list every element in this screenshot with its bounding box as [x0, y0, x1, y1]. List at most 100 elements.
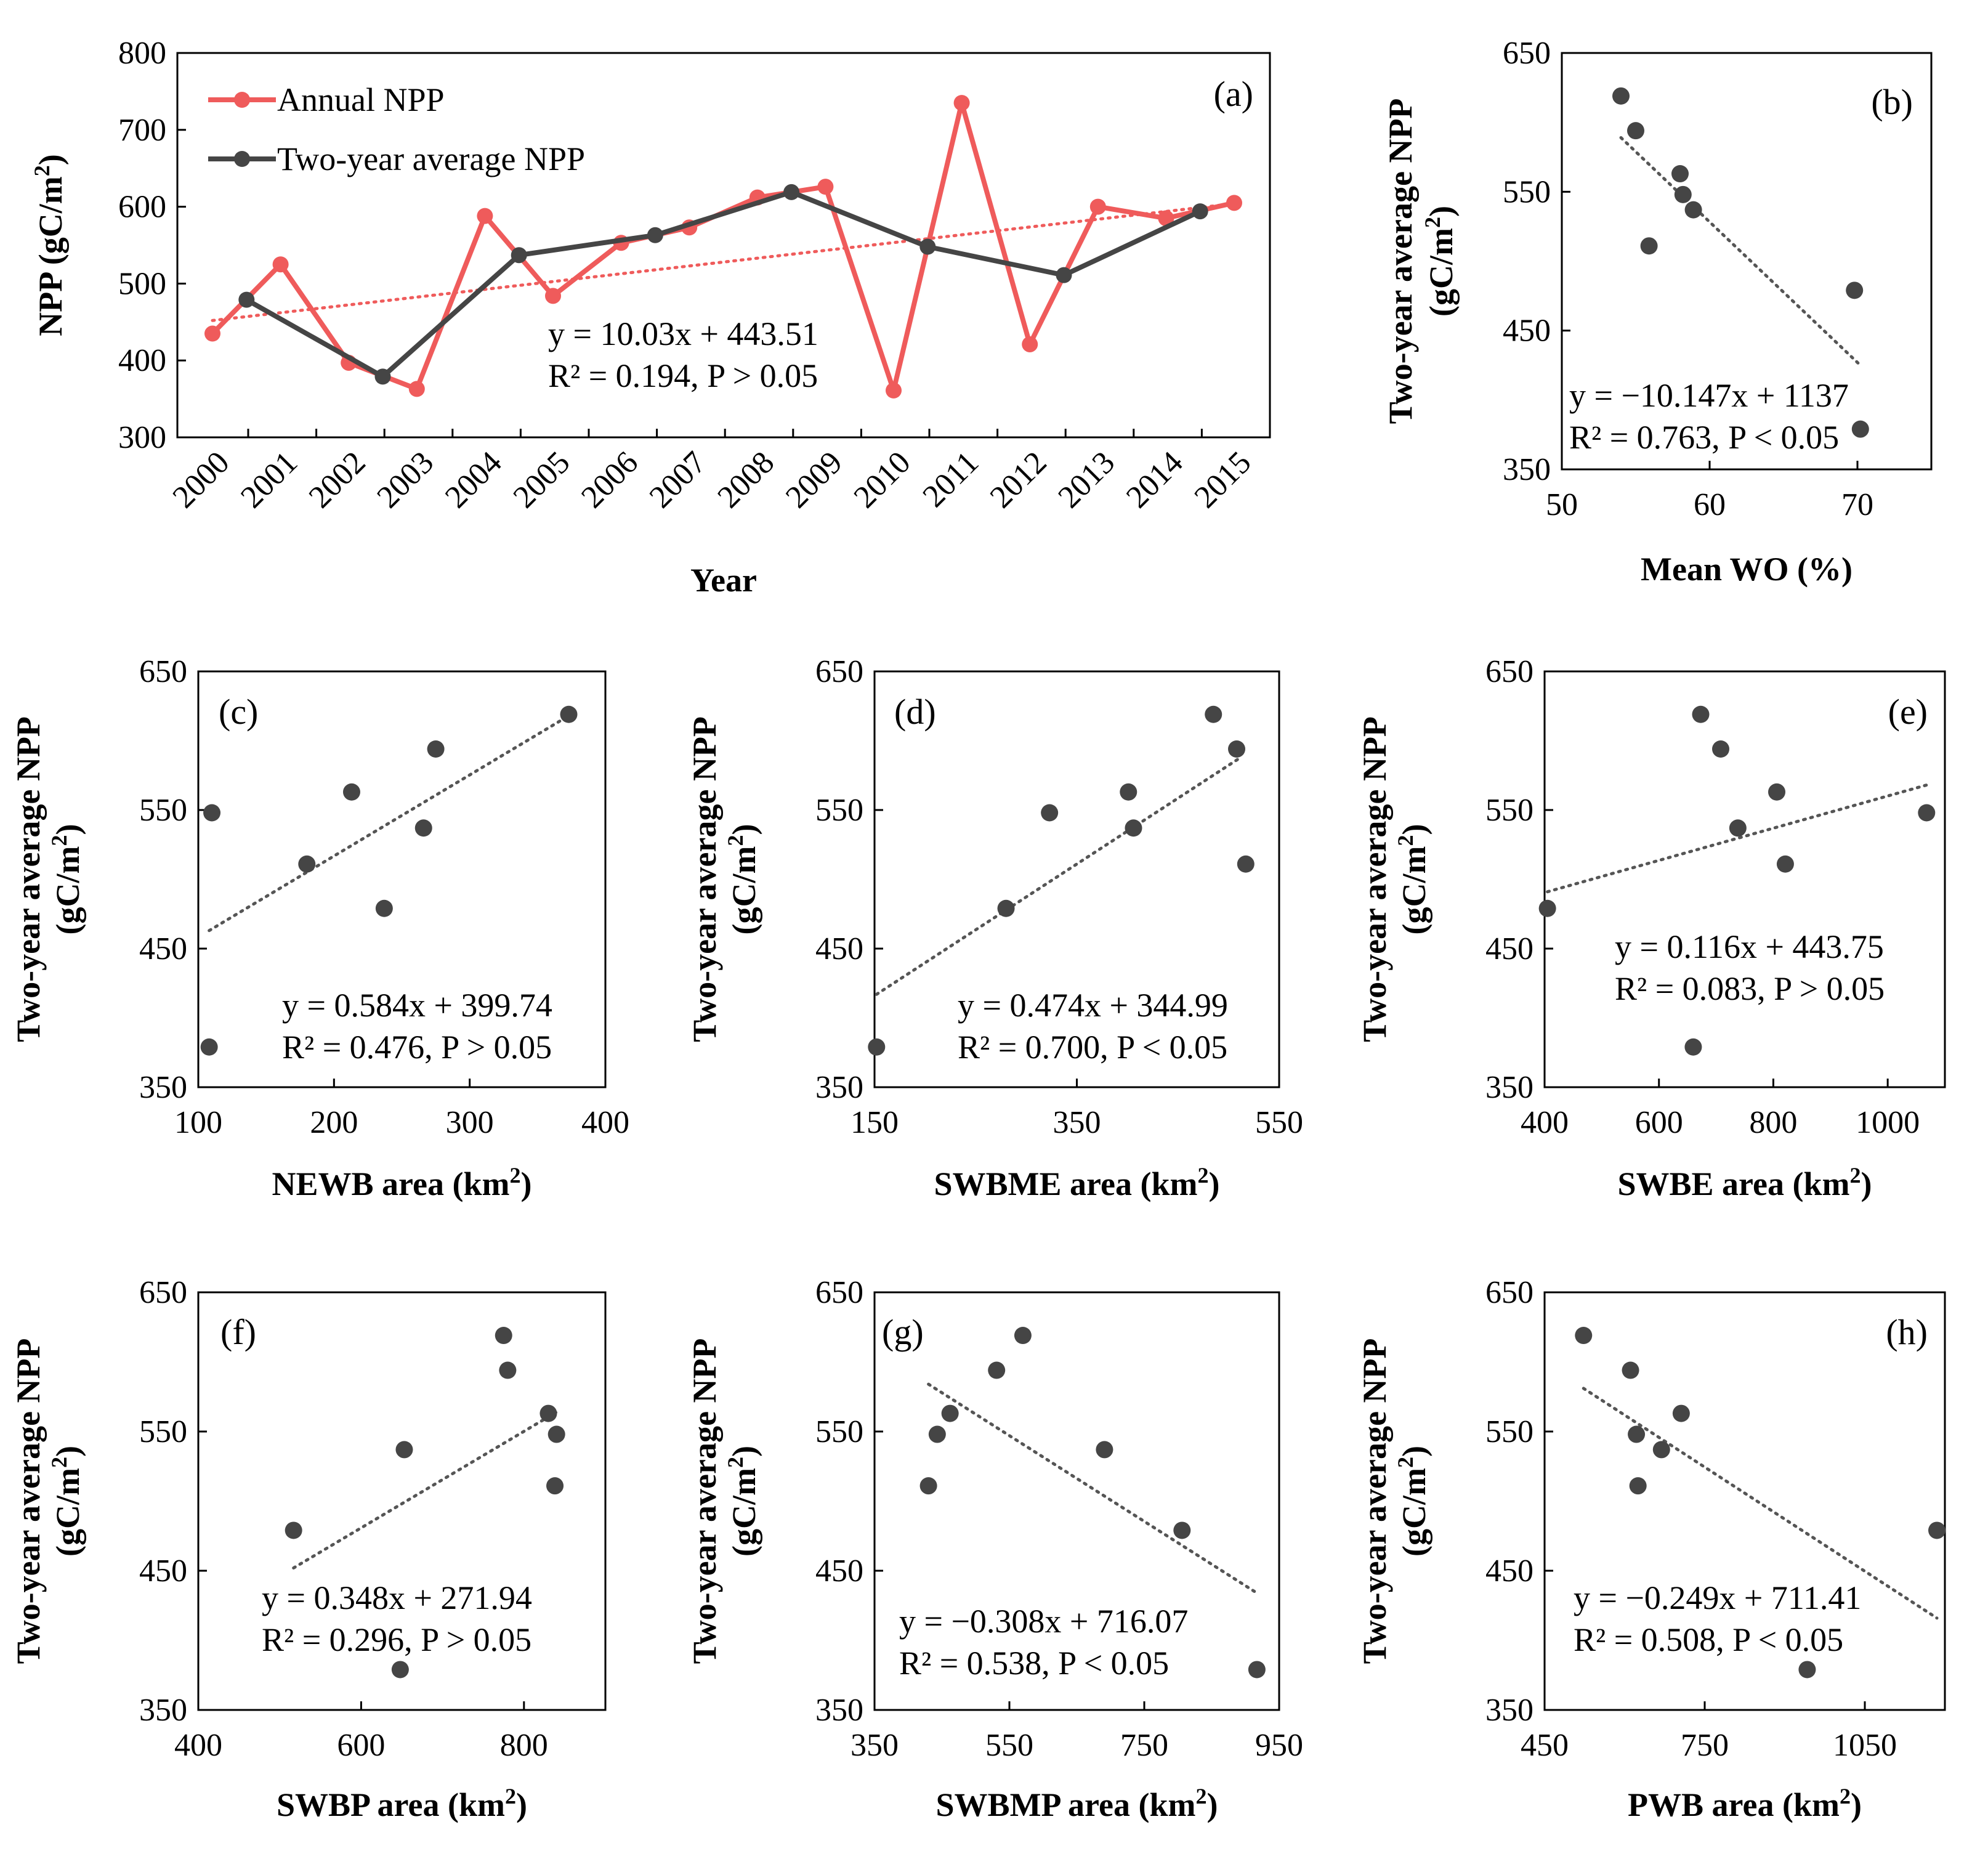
data-point: [1014, 1327, 1032, 1345]
annual-npp-point: [204, 325, 220, 342]
r2-text: R² = 0.296, P > 0.05: [262, 1621, 531, 1658]
trendline: [927, 1382, 1259, 1595]
data-point: [1928, 1521, 1946, 1539]
two-year-npp-point: [783, 184, 800, 200]
x-tick-label: 400: [174, 1728, 222, 1763]
data-point: [495, 1327, 512, 1345]
y-axis-title: Two-year average NPP: [10, 1339, 47, 1664]
x-tick-label: 800: [500, 1728, 548, 1763]
y-axis-title: Two-year average NPP: [10, 716, 47, 1042]
x-axis-title: SWBP area (km2): [277, 1784, 527, 1823]
y-tick-label: 450: [815, 1553, 863, 1589]
two-year-npp-point: [919, 238, 936, 255]
data-point: [1538, 899, 1556, 917]
equation-text: y = 10.03x + 443.51: [548, 315, 818, 352]
two-year-npp-point: [1192, 203, 1208, 220]
y-tick-label: 450: [1485, 1553, 1533, 1589]
data-point: [548, 1425, 565, 1443]
annual-npp-point: [817, 179, 834, 195]
legend-twoyear-label: Two-year average NPP: [277, 140, 585, 177]
x-tick-label: 400: [581, 1105, 629, 1140]
data-point: [200, 1038, 218, 1056]
x-tick-label: 150: [851, 1105, 899, 1140]
r2-text: R² = 0.476, P > 0.05: [282, 1029, 552, 1066]
data-point: [1798, 1661, 1816, 1679]
panel-label: (b): [1871, 82, 1913, 122]
data-point: [988, 1361, 1006, 1379]
equation-text: y = 0.116x + 443.75: [1615, 928, 1884, 965]
y-tick-label: 550: [815, 793, 863, 828]
y-axis-title: Two-year average NPP: [1382, 99, 1419, 424]
annual-npp-point: [1089, 198, 1106, 215]
y-axis-title: Two-year average NPP: [1356, 716, 1393, 1042]
data-point: [1684, 1038, 1702, 1056]
x-tick-label: 50: [1546, 487, 1578, 522]
panel-label: (c): [219, 692, 258, 732]
panel-label: (e): [1888, 692, 1928, 732]
data-point: [414, 819, 432, 837]
y-axis-title-unit: (gC/m2): [47, 824, 86, 935]
y-tick-label: 350: [1485, 1070, 1533, 1105]
data-point: [1629, 1477, 1647, 1495]
y-tick-label: 450: [139, 931, 187, 966]
x-axis-title: PWB area (km2): [1628, 1784, 1862, 1823]
r2-text: R² = 0.700, P < 0.05: [958, 1029, 1227, 1066]
chart-e: 350 450 550 650 400 600 800 1000 SWBE area (km2)…: [1356, 654, 1946, 1202]
data-point: [928, 1425, 946, 1443]
data-point: [1627, 122, 1644, 140]
data-point: [1041, 804, 1059, 822]
trendline: [875, 757, 1240, 996]
x-tick-label: 70: [1841, 487, 1873, 522]
panel-label: (h): [1886, 1312, 1928, 1352]
data-point: [395, 1441, 413, 1459]
plot-frame: [873, 1291, 1280, 1711]
y-tick-label: 500: [118, 266, 166, 301]
y-axis-title-unit: (gC/m2): [723, 1446, 762, 1557]
y-axis-title-unit: (gC/m2): [723, 824, 762, 935]
panel-label: (a): [1214, 74, 1253, 114]
x-tick-label: 200: [310, 1105, 358, 1140]
two-year-npp-point: [238, 291, 255, 308]
x-axis-title: SWBMP area (km2): [936, 1784, 1218, 1823]
data-point: [375, 899, 393, 917]
y-tick-label: 400: [118, 343, 166, 378]
data-point: [1120, 783, 1137, 801]
chart-c: 350 450 550 650 100 200 300 400 NEWB area (km2) T…: [10, 654, 629, 1202]
x-tick-label: 600: [1635, 1105, 1683, 1140]
chart-g: 350 450 550 650 350 550 750 950 SWBMP area (km2)…: [686, 1275, 1303, 1823]
y-axis-title-unit: (gC/m2): [1420, 206, 1460, 317]
data-point: [1776, 855, 1794, 873]
y-tick-label: 700: [118, 113, 166, 148]
legend-twoyear-marker: [234, 151, 250, 167]
annual-npp-point: [272, 256, 289, 273]
data-point: [1729, 819, 1747, 837]
y-tick-label: 350: [1485, 1693, 1533, 1728]
data-point: [1628, 1425, 1646, 1443]
x-tick-label: 800: [1749, 1105, 1797, 1140]
data-point: [1248, 1661, 1266, 1679]
y-tick-label: 650: [1485, 654, 1533, 689]
annual-npp-point: [953, 95, 970, 111]
y-tick-label: 650: [1485, 1275, 1533, 1310]
trendline: [292, 1410, 559, 1570]
two-year-npp-point: [374, 368, 391, 385]
data-point: [1684, 201, 1702, 219]
data-point: [1640, 237, 1658, 255]
panel-label: (f): [220, 1312, 256, 1352]
x-tick-label: 550: [1255, 1105, 1303, 1140]
x-tick-label: 450: [1521, 1728, 1569, 1763]
legend-annual-label: Annual NPP: [277, 81, 445, 118]
trendline: [211, 202, 1236, 322]
two-year-npp-line: [245, 189, 1202, 379]
x-tick-label: 400: [1521, 1105, 1569, 1140]
y-tick-label: 550: [139, 793, 187, 828]
data-point: [1173, 1521, 1191, 1539]
y-tick-label: 650: [815, 1275, 863, 1310]
x-axis-title: SWBE area (km2): [1617, 1163, 1872, 1202]
y-tick-label: 450: [1503, 314, 1551, 349]
y-tick-label: 550: [1503, 174, 1551, 209]
data-point: [1768, 783, 1785, 801]
data-point: [1575, 1327, 1593, 1345]
y-tick-label: 600: [118, 190, 166, 225]
